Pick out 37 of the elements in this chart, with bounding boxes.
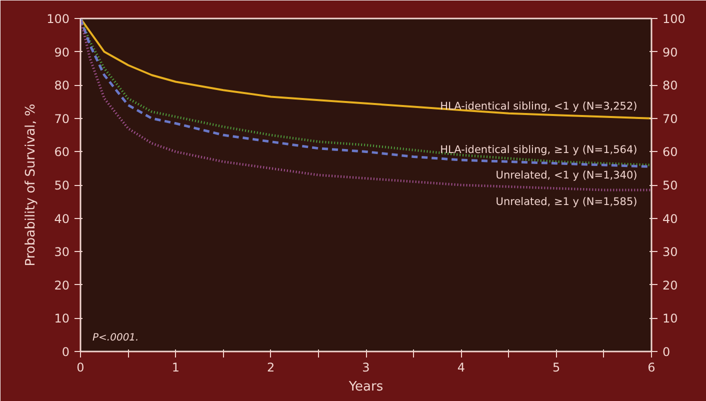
- y2-tick-label: 50: [662, 178, 678, 192]
- series-label: Unrelated, <1 y (N=1,340): [496, 170, 638, 182]
- x-tick-label: 1: [172, 360, 180, 374]
- y-tick-label: 90: [54, 45, 70, 60]
- series-label: Unrelated, ≥1 y (N=1,585): [496, 196, 638, 208]
- y2-tick-label: 10: [662, 312, 678, 326]
- y2-tick-label: 20: [662, 278, 678, 292]
- y-tick-label: 0: [62, 345, 70, 359]
- y-tick-label: 40: [54, 212, 70, 226]
- series-label: HLA-identical sibling, <1 y (N=3,252): [440, 100, 638, 112]
- x-tick-label: 5: [552, 360, 560, 374]
- y-tick-label: 50: [54, 178, 70, 192]
- y2-tick-label: 40: [662, 212, 678, 226]
- y-tick-label: 20: [54, 278, 70, 292]
- y-axis-title: Probability of Survival, %: [24, 104, 39, 266]
- y-tick-label: 10: [54, 312, 70, 326]
- y2-tick-label: 100: [662, 12, 686, 26]
- y2-tick-label: 30: [662, 245, 678, 260]
- x-tick-label: 2: [267, 360, 275, 374]
- y2-tick-label: 0: [662, 345, 670, 359]
- x-tick-label: 3: [362, 360, 370, 374]
- y-tick-label: 100: [46, 12, 70, 26]
- y-tick-label: 60: [54, 145, 70, 160]
- series-label: HLA-identical sibling, ≥1 y (N=1,564): [440, 144, 638, 156]
- x-tick-label: 6: [648, 360, 656, 374]
- annotation: P<.0001.: [92, 332, 139, 344]
- y2-tick-label: 90: [662, 45, 678, 60]
- y-tick-label: 30: [54, 245, 70, 260]
- y-tick-label: 70: [54, 112, 70, 126]
- y2-tick-label: 70: [662, 112, 678, 126]
- x-tick-label: 0: [76, 360, 84, 374]
- x-tick-label: 4: [457, 360, 465, 374]
- line-series: [80, 18, 652, 120]
- y2-tick-label: 60: [662, 145, 678, 160]
- y-tick-label: 80: [54, 78, 70, 93]
- x-axis-title: Years: [348, 380, 384, 394]
- y2-tick-label: 80: [662, 78, 678, 93]
